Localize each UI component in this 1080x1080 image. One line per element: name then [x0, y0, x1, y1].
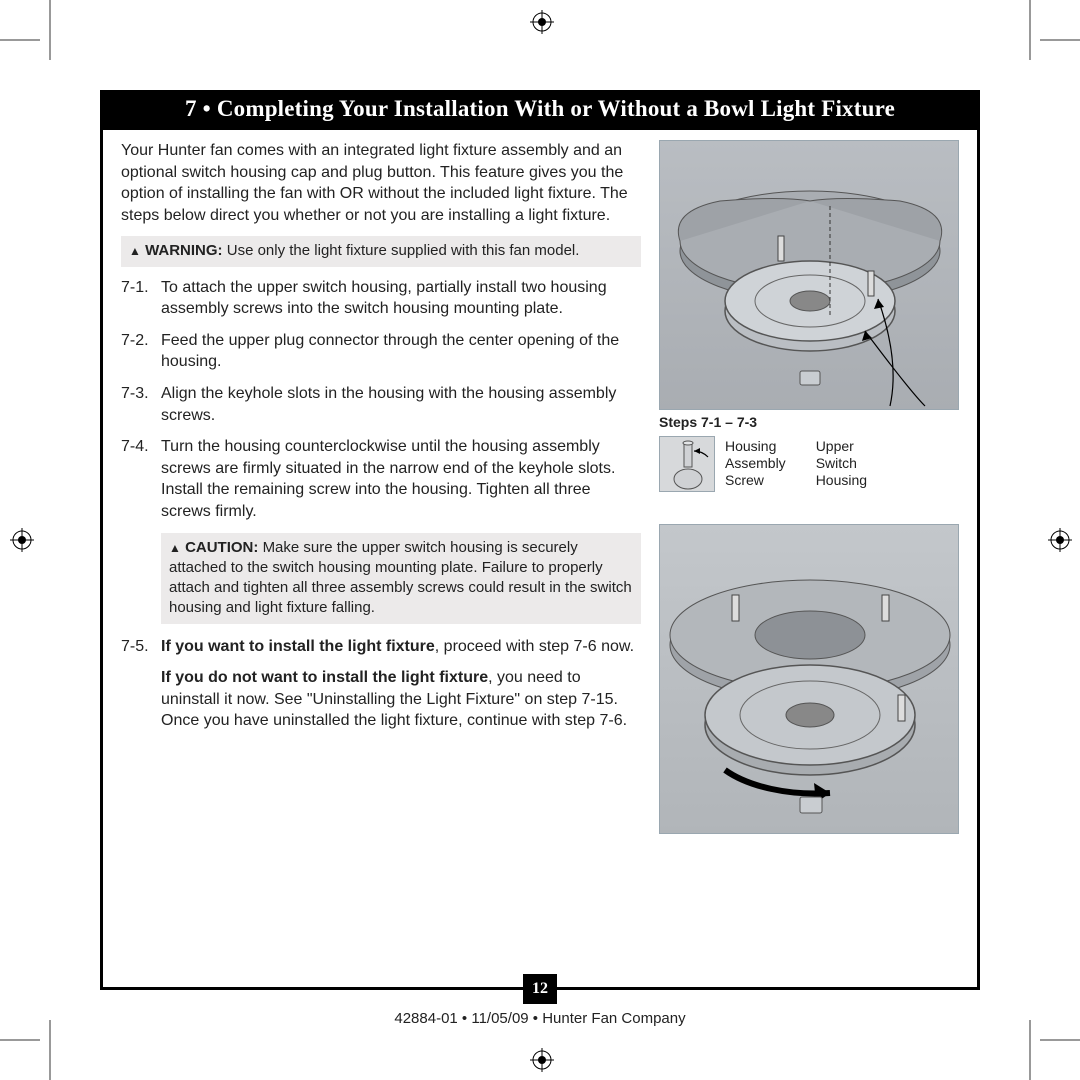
- left-column: Your Hunter fan comes with an integrated…: [121, 140, 641, 834]
- step-body: If you do not want to install the light …: [161, 667, 641, 732]
- step-num: 7-2.: [121, 330, 161, 373]
- step-num: 7-1.: [121, 277, 161, 320]
- figure-7-4: [659, 524, 959, 834]
- caution-label: CAUTION:: [185, 539, 258, 556]
- callout-row: Housing Assembly Screw Upper Switch Hous…: [659, 436, 959, 492]
- registration-mark-left: [10, 528, 34, 552]
- footer-text: 42884-01 • 11/05/09 • Hunter Fan Company: [394, 1010, 685, 1027]
- step-list: 7-1. To attach the upper switch housing,…: [121, 277, 641, 523]
- step-body: If you want to install the light fixture…: [161, 636, 641, 658]
- caution-wrap: ▲ CAUTION: Make sure the upper switch ho…: [161, 533, 641, 624]
- fan-assembly-illustration: [660, 141, 959, 410]
- branch-b-bold: If you do not want to install the light …: [161, 669, 488, 686]
- page-frame: 7 • Completing Your Installation With or…: [100, 90, 980, 990]
- intro-text: Your Hunter fan comes with an integrated…: [121, 140, 641, 226]
- warning-text: Use only the light fixture supplied with…: [227, 242, 580, 259]
- warning-icon: ▲: [129, 243, 141, 259]
- step-text: To attach the upper switch housing, part…: [161, 277, 641, 320]
- step-item: 7-4. Turn the housing counterclockwise u…: [121, 436, 641, 522]
- warning-box: ▲ WARNING: Use only the light fixture su…: [121, 236, 641, 266]
- step-text: Turn the housing counterclockwise until …: [161, 436, 641, 522]
- page-number: 12: [523, 974, 557, 1004]
- step-text: Feed the upper plug connector through th…: [161, 330, 641, 373]
- branch-a-rest: , proceed with step 7-6 now.: [435, 638, 634, 655]
- step-item: If you do not want to install the light …: [121, 667, 641, 732]
- registration-mark-right: [1048, 528, 1072, 552]
- section-header: 7 • Completing Your Installation With or…: [103, 90, 977, 130]
- step-text: Align the keyhole slots in the housing w…: [161, 383, 641, 426]
- figure-caption: Steps 7-1 – 7-3: [659, 414, 959, 430]
- step-num: 7-5.: [121, 636, 161, 658]
- registration-mark-bottom: [530, 1048, 554, 1072]
- callout-screw-label: Housing Assembly Screw: [725, 436, 786, 492]
- step-item: 7-2. Feed the upper plug connector throu…: [121, 330, 641, 373]
- step-spacer: [121, 667, 161, 732]
- content-area: Your Hunter fan comes with an integrated…: [103, 130, 977, 834]
- screw-detail-figure: [659, 436, 715, 492]
- right-column: Steps 7-1 – 7-3 Housing Assembly Screw U…: [659, 140, 959, 834]
- step-item: 7-1. To attach the upper switch housing,…: [121, 277, 641, 320]
- callout-housing-label: Upper Switch Housing: [816, 436, 867, 492]
- warning-icon: ▲: [169, 540, 181, 556]
- figure-7-1-to-7-3: [659, 140, 959, 410]
- step-item: 7-5. If you want to install the light fi…: [121, 636, 641, 658]
- warning-label: WARNING:: [145, 242, 223, 259]
- registration-mark-top: [530, 10, 554, 34]
- step-num: 7-4.: [121, 436, 161, 522]
- step-item: 7-3. Align the keyhole slots in the hous…: [121, 383, 641, 426]
- caution-box: ▲ CAUTION: Make sure the upper switch ho…: [161, 533, 641, 624]
- step-num: 7-3.: [121, 383, 161, 426]
- step-list-2: 7-5. If you want to install the light fi…: [121, 636, 641, 732]
- housing-rotate-illustration: [660, 525, 959, 834]
- branch-a-bold: If you want to install the light fixture: [161, 638, 435, 655]
